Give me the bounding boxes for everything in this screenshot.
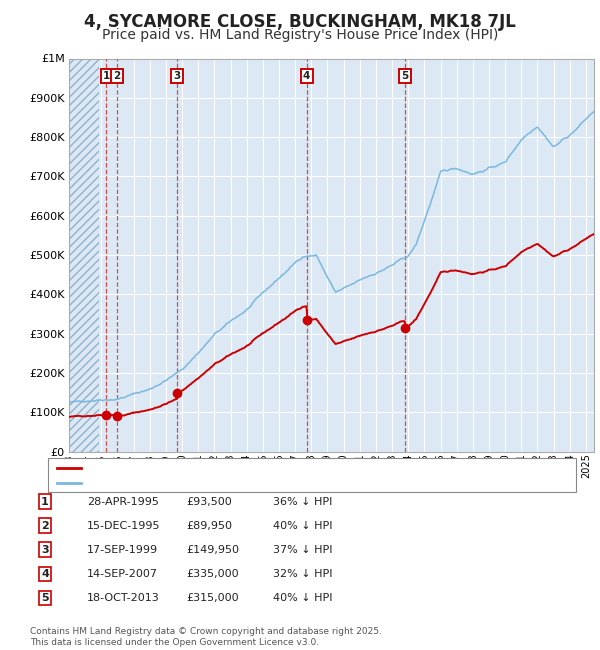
Text: 1: 1 — [103, 72, 110, 81]
Text: 4: 4 — [303, 72, 310, 81]
Text: 15-DEC-1995: 15-DEC-1995 — [87, 521, 161, 531]
Text: 5: 5 — [41, 593, 49, 603]
Text: 28-APR-1995: 28-APR-1995 — [87, 497, 159, 507]
Text: 4, SYCAMORE CLOSE, BUCKINGHAM, MK18 7JL: 4, SYCAMORE CLOSE, BUCKINGHAM, MK18 7JL — [84, 13, 516, 31]
Text: 5: 5 — [401, 72, 409, 81]
Text: 2: 2 — [113, 72, 121, 81]
Text: 40% ↓ HPI: 40% ↓ HPI — [273, 593, 332, 603]
Text: £149,950: £149,950 — [186, 545, 239, 555]
Text: 3: 3 — [41, 545, 49, 555]
Text: 32% ↓ HPI: 32% ↓ HPI — [273, 569, 332, 579]
Text: £315,000: £315,000 — [186, 593, 239, 603]
Text: 4: 4 — [41, 569, 49, 579]
Text: Price paid vs. HM Land Registry's House Price Index (HPI): Price paid vs. HM Land Registry's House … — [102, 28, 498, 42]
Text: 1: 1 — [41, 497, 49, 507]
Text: 18-OCT-2013: 18-OCT-2013 — [87, 593, 160, 603]
Text: 40% ↓ HPI: 40% ↓ HPI — [273, 521, 332, 531]
Bar — [69, 58, 99, 452]
Text: 36% ↓ HPI: 36% ↓ HPI — [273, 497, 332, 507]
Text: 14-SEP-2007: 14-SEP-2007 — [87, 569, 158, 579]
Text: 17-SEP-1999: 17-SEP-1999 — [87, 545, 158, 555]
Text: 4, SYCAMORE CLOSE, BUCKINGHAM, MK18 7JL (detached house): 4, SYCAMORE CLOSE, BUCKINGHAM, MK18 7JL … — [86, 463, 421, 473]
Text: Contains HM Land Registry data © Crown copyright and database right 2025.
This d: Contains HM Land Registry data © Crown c… — [30, 627, 382, 647]
Text: HPI: Average price, detached house, Buckinghamshire: HPI: Average price, detached house, Buck… — [86, 478, 370, 488]
Text: £89,950: £89,950 — [186, 521, 232, 531]
Text: £93,500: £93,500 — [186, 497, 232, 507]
Text: £335,000: £335,000 — [186, 569, 239, 579]
Text: 2: 2 — [41, 521, 49, 531]
Text: 37% ↓ HPI: 37% ↓ HPI — [273, 545, 332, 555]
Text: 3: 3 — [174, 72, 181, 81]
